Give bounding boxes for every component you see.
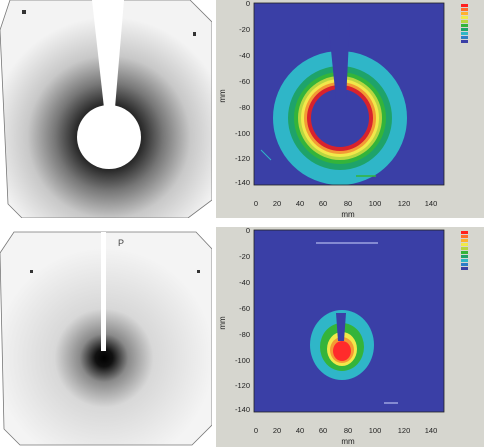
x-tick: 120 — [398, 199, 411, 208]
x-axis-label: mm — [341, 210, 355, 218]
legend-swatch-1 — [461, 4, 468, 7]
legend-swatch-4 — [461, 243, 468, 246]
plot-frame — [253, 229, 445, 413]
detector-mark — [22, 10, 26, 14]
y-tick: -120 — [235, 381, 250, 390]
beamstop-stem — [101, 232, 106, 351]
detector-image-top-left-svg — [0, 0, 212, 218]
artifact — [260, 149, 272, 161]
legend — [461, 4, 468, 43]
y-axis-label: mm — [218, 316, 227, 330]
panel-annotation: P — [118, 238, 124, 248]
legend-swatch-7 — [461, 255, 468, 258]
legend-swatch-8 — [461, 259, 468, 262]
legend-swatch-3 — [461, 239, 468, 242]
legend-swatch-2 — [461, 8, 468, 11]
contour-panel-top: 0 -20 -40 -60 -80 -100 -120 -140 0 20 40… — [216, 0, 484, 218]
plot-frame — [253, 2, 445, 186]
x-tick: 20 — [273, 199, 281, 208]
y-tick: -100 — [235, 356, 250, 365]
y-axis-label: mm — [218, 89, 227, 103]
x-tick: 80 — [344, 199, 352, 208]
detector-mark-2 — [197, 270, 200, 273]
y-tick: -20 — [239, 252, 250, 261]
x-tick: 60 — [319, 199, 327, 208]
x-tick: 60 — [319, 426, 327, 435]
detector-image-bottom-left: P — [0, 227, 212, 447]
y-ticks: 0 -20 -40 -60 -80 -100 -120 -140 — [235, 0, 250, 187]
legend-swatch-7 — [461, 28, 468, 31]
y-tick: -100 — [235, 129, 250, 138]
x-tick: 100 — [369, 199, 382, 208]
y-tick: 0 — [246, 0, 250, 8]
y-ticks: 0 -20 -40 -60 -80 -100 -120 -140 — [235, 227, 250, 414]
beamstop-shadow — [311, 89, 369, 147]
x-tick: 0 — [254, 199, 258, 208]
x-tick: 40 — [296, 199, 304, 208]
legend-swatch-9 — [461, 263, 468, 266]
x-tick: 100 — [369, 426, 382, 435]
x-tick: 20 — [273, 426, 281, 435]
legend-swatch-5 — [461, 20, 468, 23]
y-tick: -20 — [239, 25, 250, 34]
legend — [461, 231, 468, 270]
beamstop-wedge — [92, 0, 124, 108]
x-tick: 40 — [296, 426, 304, 435]
y-tick: -80 — [239, 330, 250, 339]
legend-swatch-6 — [461, 24, 468, 27]
x-ticks: 0 20 40 60 80 100 120 140 — [254, 199, 437, 208]
y-tick: -60 — [239, 77, 250, 86]
contour-core — [333, 341, 351, 361]
y-tick: -40 — [239, 51, 250, 60]
contour-panel-bottom: 0 -20 -40 -60 -80 -100 -120 -140 0 20 40… — [216, 227, 484, 447]
detector-mark — [30, 270, 33, 273]
x-tick: 0 — [254, 426, 258, 435]
legend-swatch-10 — [461, 40, 468, 43]
y-tick: 0 — [246, 227, 250, 235]
legend-swatch-1 — [461, 231, 468, 234]
y-tick: -40 — [239, 278, 250, 287]
contour-plot-top: 0 -20 -40 -60 -80 -100 -120 -140 0 20 40… — [218, 0, 468, 218]
legend-swatch-10 — [461, 267, 468, 270]
y-tick: -60 — [239, 304, 250, 313]
beamstop-disc — [77, 105, 141, 169]
legend-swatch-3 — [461, 12, 468, 15]
detector-mark-2 — [193, 32, 196, 36]
x-ticks: 0 20 40 60 80 100 120 140 — [254, 426, 437, 435]
y-tick: -140 — [235, 405, 250, 414]
legend-swatch-8 — [461, 32, 468, 35]
wedge-shadow — [328, 20, 350, 100]
x-tick: 140 — [425, 199, 438, 208]
x-axis-label: mm — [341, 437, 355, 446]
legend-swatch-6 — [461, 251, 468, 254]
y-tick: -80 — [239, 103, 250, 112]
legend-swatch-2 — [461, 235, 468, 238]
legend-swatch-9 — [461, 36, 468, 39]
y-tick: -140 — [235, 178, 250, 187]
x-tick: 120 — [398, 426, 411, 435]
contour-plot-bottom: 0 -20 -40 -60 -80 -100 -120 -140 0 20 40… — [218, 227, 468, 446]
legend-swatch-4 — [461, 16, 468, 19]
detector-image-bottom-left-svg: P — [0, 231, 212, 446]
x-tick: 80 — [344, 426, 352, 435]
y-tick: -120 — [235, 154, 250, 163]
x-tick: 140 — [425, 426, 438, 435]
detector-image-top-left — [0, 0, 212, 218]
legend-swatch-5 — [461, 247, 468, 250]
stem-shadow — [336, 313, 346, 341]
